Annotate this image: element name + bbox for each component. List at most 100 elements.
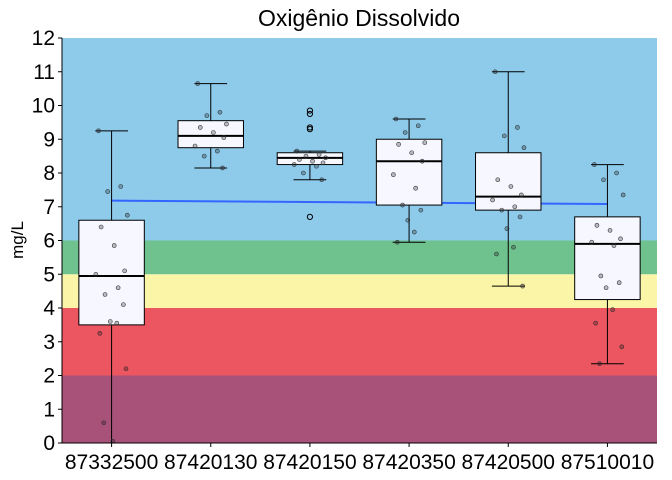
data-point — [601, 177, 606, 183]
data-point — [405, 217, 411, 223]
y-tick-label: 7 — [43, 196, 55, 219]
y-tick-label: 12 — [32, 27, 55, 50]
data-point — [224, 121, 229, 127]
box-87510010 — [574, 164, 641, 365]
data-point — [294, 148, 300, 154]
y-tick-label: 10 — [32, 95, 55, 118]
data-point — [618, 236, 623, 242]
data-point — [121, 302, 126, 307]
data-point — [517, 214, 523, 220]
data-point — [415, 123, 421, 129]
data-point — [494, 251, 499, 257]
box-body — [78, 219, 145, 326]
data-point — [323, 155, 328, 161]
data-point — [395, 239, 400, 245]
y-tick-label: 2 — [43, 365, 55, 388]
data-point — [111, 243, 117, 248]
data-point — [597, 361, 602, 366]
data-point — [594, 223, 600, 228]
data-point — [499, 207, 505, 213]
data-point — [619, 344, 625, 350]
data-point — [521, 145, 527, 150]
band-2 — [62, 274, 657, 308]
data-point — [101, 420, 107, 426]
data-point — [508, 184, 514, 189]
y-tick-label: 4 — [43, 297, 55, 320]
band-3 — [62, 240, 657, 275]
data-point — [495, 177, 501, 183]
data-point — [504, 226, 510, 231]
data-point — [519, 192, 524, 198]
box-body — [574, 216, 641, 301]
data-point — [620, 192, 626, 198]
box-body — [375, 138, 443, 206]
data-point — [98, 224, 104, 230]
data-point — [611, 243, 617, 248]
data-point — [115, 285, 121, 291]
outlier-point — [306, 126, 314, 133]
y-tick-label: 8 — [43, 162, 55, 185]
data-point — [291, 162, 297, 167]
data-point — [197, 125, 203, 130]
box-body — [177, 120, 244, 149]
data-point — [607, 228, 613, 233]
data-point — [314, 163, 319, 169]
data-point — [418, 207, 424, 213]
data-point — [297, 157, 302, 162]
x-tick-label: 87420500 — [462, 451, 555, 474]
chart-title: Oxigênio Dissolvido — [258, 5, 460, 31]
y-tick-label: 3 — [43, 331, 55, 354]
data-point — [316, 152, 322, 157]
y-axis-label: mg/L — [8, 221, 27, 259]
y-tick-label: 5 — [43, 263, 55, 286]
y-tick-label: 11 — [33, 61, 55, 84]
x-tick-label: 87420350 — [362, 451, 455, 474]
y-tick-label: 1 — [43, 398, 55, 421]
data-point — [204, 113, 210, 118]
data-point — [492, 69, 498, 75]
data-point — [96, 128, 101, 134]
data-point — [93, 271, 99, 277]
data-point — [97, 331, 103, 336]
data-point — [589, 239, 595, 245]
data-point — [118, 184, 124, 189]
points-layer — [93, 69, 626, 444]
box-87332500 — [78, 130, 145, 444]
data-point — [105, 189, 110, 194]
data-point — [598, 273, 604, 279]
data-point — [192, 143, 198, 149]
y-tick-label: 9 — [43, 128, 55, 151]
boxes-layer — [78, 71, 641, 444]
box-body — [475, 152, 542, 211]
data-point — [422, 140, 428, 145]
outlier-point — [306, 213, 314, 220]
x-tick-label: 87510010 — [561, 451, 654, 474]
data-point — [511, 244, 516, 250]
data-point — [419, 158, 425, 164]
data-point — [396, 142, 401, 147]
data-point — [124, 212, 130, 218]
data-point — [412, 229, 417, 235]
x-tick-label: 87420150 — [263, 451, 356, 474]
band-4 — [62, 38, 657, 241]
data-point — [303, 153, 309, 159]
outlier-point — [306, 110, 314, 118]
data-point — [413, 185, 418, 191]
y-tick-label: 0 — [43, 432, 55, 455]
data-point — [301, 170, 306, 176]
data-point — [122, 268, 127, 274]
data-point — [515, 125, 520, 130]
data-point — [393, 116, 399, 122]
band-1 — [62, 308, 657, 376]
data-point — [400, 202, 405, 208]
data-point — [593, 320, 598, 326]
data-point — [217, 109, 223, 115]
data-point — [603, 285, 609, 291]
data-point — [592, 162, 597, 167]
data-point — [610, 307, 615, 312]
data-point — [502, 133, 507, 139]
box-87420350 — [375, 118, 443, 243]
data-point — [211, 130, 216, 135]
